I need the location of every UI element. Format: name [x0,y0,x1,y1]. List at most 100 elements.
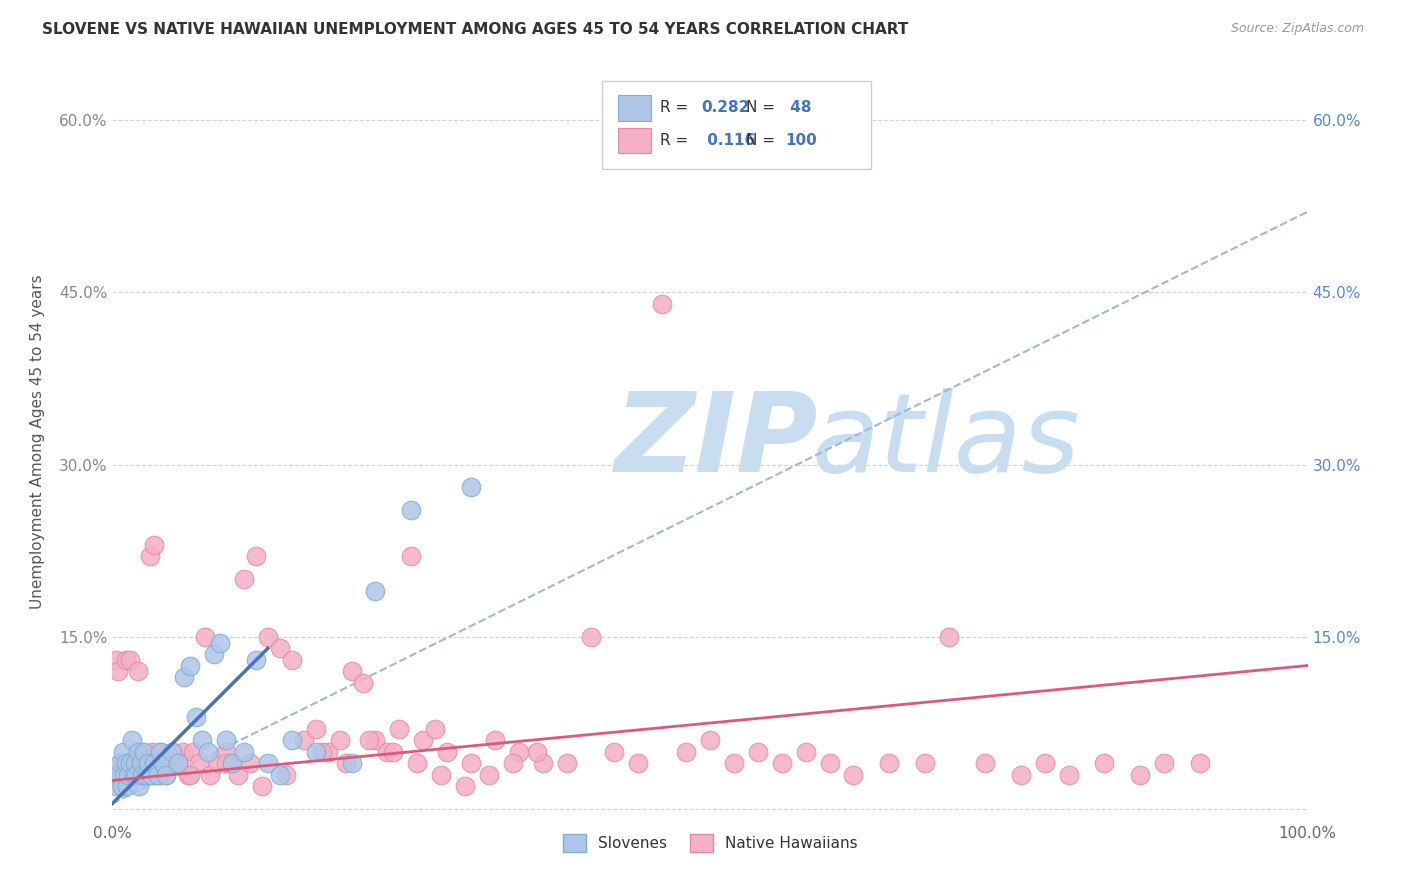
Text: 100: 100 [786,133,817,148]
Point [675,745,697,759]
Text: 0.282: 0.282 [702,101,749,115]
Point [105,653,128,667]
Point [233,573,256,587]
Point [139,767,162,781]
Point [197,745,219,759]
Point [162,745,183,759]
Point [162,745,184,759]
Point [209,635,232,649]
Point [207,756,229,771]
Point [143,538,166,552]
Point [143,767,166,781]
Text: Source: ZipAtlas.com: Source: ZipAtlas.com [1230,22,1364,36]
Point [215,745,238,759]
Point [105,779,128,793]
Point [1057,767,1080,781]
FancyBboxPatch shape [619,95,651,120]
Point [114,756,136,771]
Point [167,756,190,771]
Point [364,583,387,598]
Point [108,756,131,771]
Point [1010,767,1032,781]
Point [478,767,501,781]
Point [508,745,530,759]
Point [110,767,132,781]
Point [131,767,153,781]
Point [579,630,602,644]
Point [555,756,578,771]
Point [179,658,201,673]
Point [340,665,363,679]
Text: N =: N = [747,101,780,115]
Point [502,756,524,771]
Point [177,767,200,781]
Legend: Slovenes, Native Hawaiians: Slovenes, Native Hawaiians [557,828,863,858]
Point [401,549,423,564]
Point [382,745,405,759]
Point [1153,756,1175,771]
Point [747,745,769,759]
Point [167,756,190,771]
Point [794,745,817,759]
Point [117,767,139,781]
Point [436,745,458,759]
Point [460,756,482,771]
Point [167,756,190,771]
Point [122,767,145,781]
Point [364,733,387,747]
Point [129,756,152,771]
Point [335,756,357,771]
Text: R =: R = [659,133,693,148]
FancyBboxPatch shape [619,128,651,153]
Text: 0.116: 0.116 [702,133,755,148]
Point [115,779,138,793]
Point [627,756,650,771]
Point [172,745,194,759]
Point [143,756,166,771]
Point [269,641,291,656]
Point [377,745,399,759]
Point [245,653,267,667]
Point [454,779,477,793]
Point [257,756,280,771]
Point [181,745,204,759]
Point [131,767,153,781]
Point [124,767,146,781]
Point [120,756,142,771]
Point [406,756,429,771]
Point [1094,756,1116,771]
Point [120,756,142,771]
Point [879,756,901,771]
Point [120,653,142,667]
Point [155,767,177,781]
Point [132,745,155,759]
Point [340,756,363,771]
Y-axis label: Unemployment Among Ages 45 to 54 years: Unemployment Among Ages 45 to 54 years [31,274,45,609]
Point [215,733,238,747]
Point [112,756,135,771]
Point [128,779,150,793]
Point [233,745,256,759]
Text: SLOVENE VS NATIVE HAWAIIAN UNEMPLOYMENT AMONG AGES 45 TO 54 YEARS CORRELATION CH: SLOVENE VS NATIVE HAWAIIAN UNEMPLOYMENT … [42,22,908,37]
Point [281,653,304,667]
Point [770,756,793,771]
Point [124,756,146,771]
Point [117,756,139,771]
Point [1129,767,1152,781]
Point [145,756,167,771]
Point [305,745,328,759]
FancyBboxPatch shape [603,81,872,169]
Point [526,745,548,759]
Point [329,733,352,747]
Text: 48: 48 [786,101,811,115]
Point [359,733,381,747]
Point [121,733,143,747]
Point [111,779,134,793]
Text: atlas: atlas [811,388,1080,495]
Point [842,767,865,781]
Point [305,722,328,736]
Point [202,647,225,661]
Point [187,756,209,771]
Point [250,779,273,793]
Point [430,767,453,781]
